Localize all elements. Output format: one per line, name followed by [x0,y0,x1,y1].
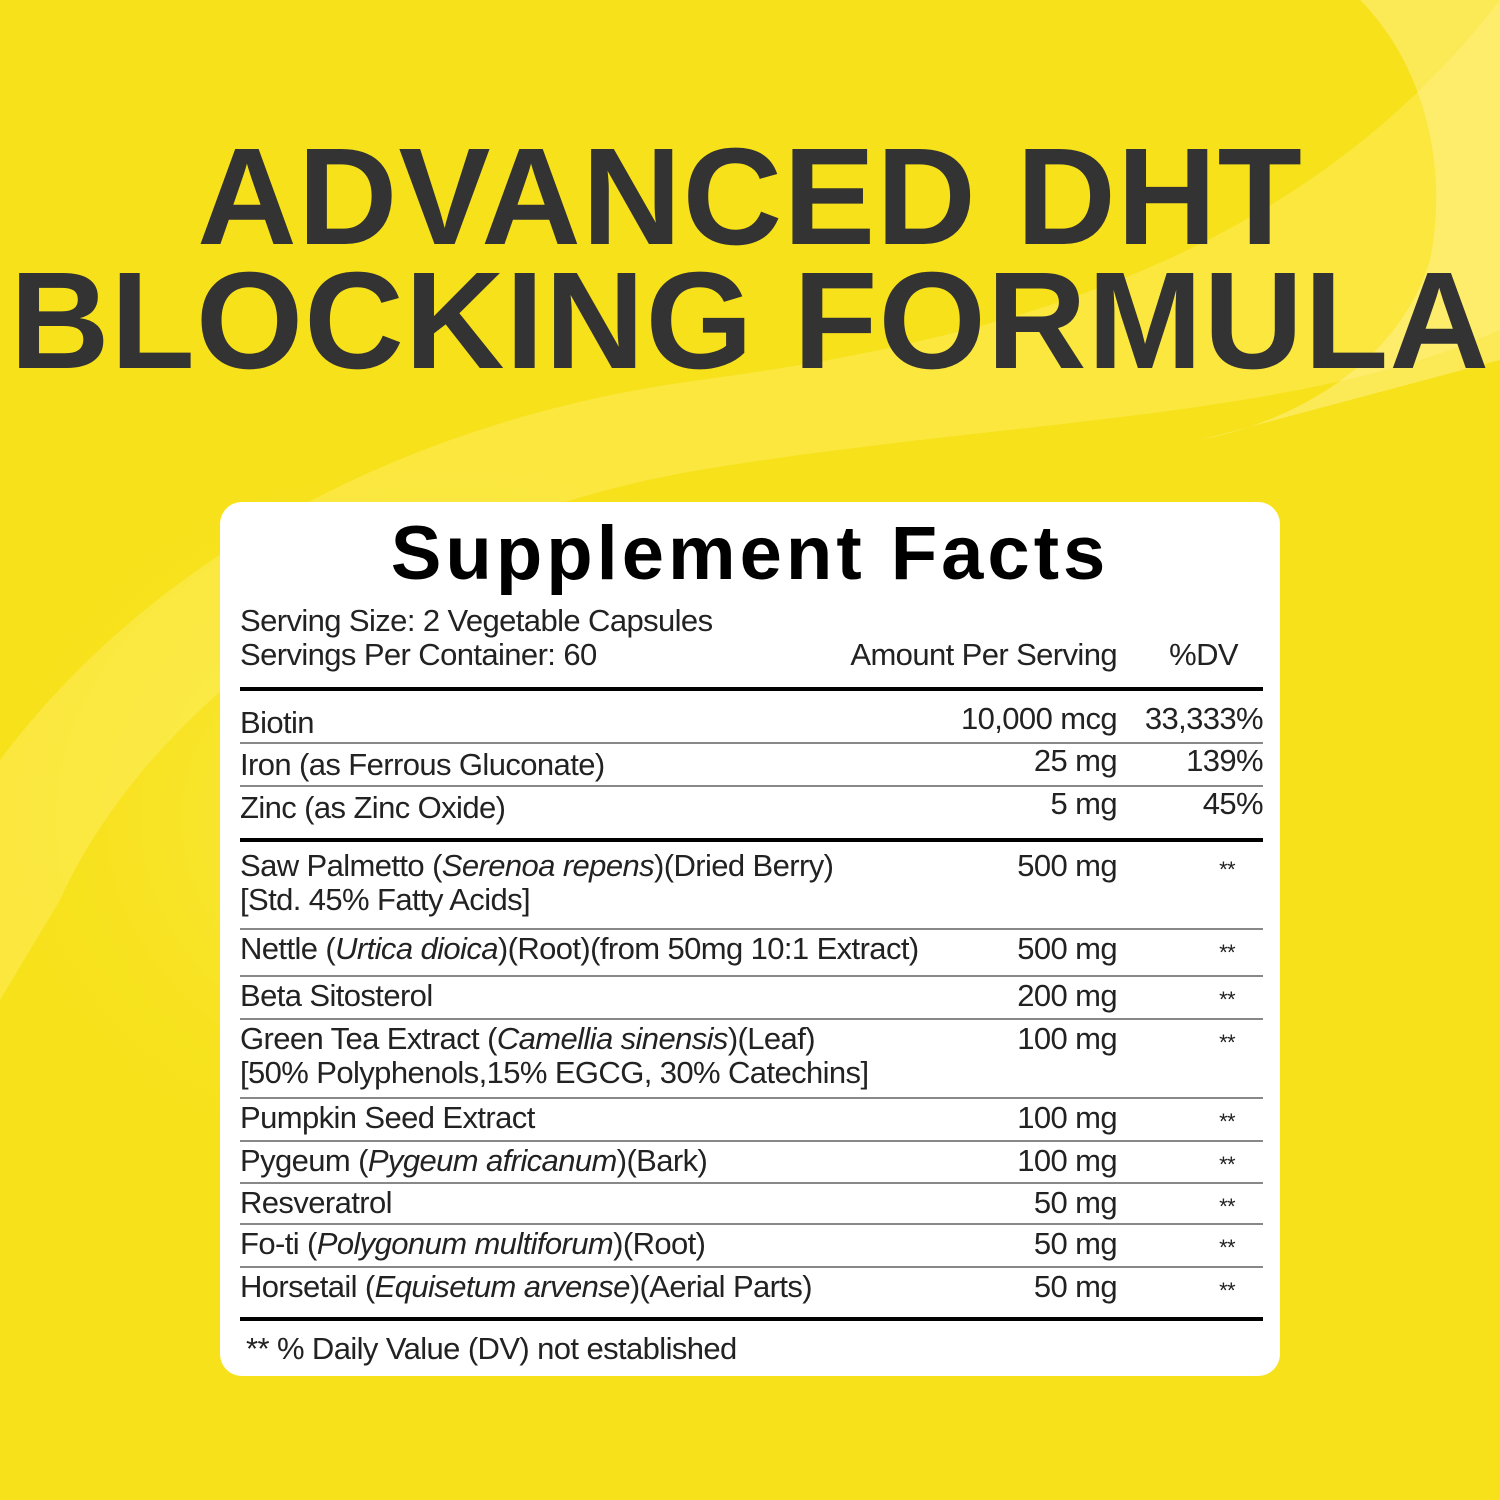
ingredient-common-name: Nettle ( [240,931,336,966]
headline-line-2: BLOCKING FORMULA [9,244,1491,398]
ingredient-part: )(Bark) [616,1143,708,1178]
ingredient-amount: 100 mg [1017,1100,1117,1135]
ingredient-dv: ** [1219,1194,1236,1219]
ingredient-common-name: Biotin [240,705,315,740]
row-divider [240,742,1263,744]
headline-line-1: ADVANCED DHT [197,120,1303,274]
ingredient-amount: 500 mg [1017,848,1117,883]
ingredient-name: Nettle (Urtica dioica)(Root)(from 50mg 1… [240,932,919,966]
ingredient-name: Saw Palmetto (Serenoa repens)(Dried Berr… [240,848,834,883]
ingredient-name: Resveratrol [240,1185,393,1220]
row-divider [240,928,1263,930]
ingredient-dv: 33,333% [1144,701,1264,736]
ingredient-dv: ** [1219,1030,1236,1055]
ingredient-name: Fo-ti (Polygonum multiforum)(Root) [240,1226,706,1261]
ingredient-name: Pygeum (Pygeum africanum)(Bark) [240,1143,708,1178]
ingredient-name: Green Tea Extract (Camellia sinensis)(Le… [240,1021,816,1056]
ingredient-amount: 5 mg [1050,786,1117,821]
dv-header: %DV [1169,637,1238,672]
ingredient-latin-name: Pygeum africanum [367,1143,617,1178]
ingredient-common-name: Pumpkin Seed Extract [240,1100,535,1135]
ingredient-part: )(Aerial Parts) [629,1269,813,1304]
ingredient-amount: 25 mg [1033,743,1118,778]
ingredient-amount: 100 mg [1017,1143,1117,1178]
ingredient-common-name: Fo-ti ( [240,1226,317,1261]
ingredient-latin-name: Camellia sinensis [496,1021,729,1056]
ingredient-dv: 45% [1202,786,1264,821]
divider-thick [240,687,1263,691]
ingredient-part: )(Dried Berry) [654,848,834,883]
ingredient-dv: ** [1219,1109,1236,1134]
ingredient-latin-name: Urtica dioica [335,931,498,966]
ingredient-name: Zinc (as Zinc Oxide) [240,790,506,825]
row-divider [240,1140,1263,1142]
divider-thick [240,1317,1263,1321]
ingredient-standardization: [50% Polyphenols,15% EGCG, 30% Catechins… [240,1055,869,1090]
ingredient-dv: ** [1219,857,1236,882]
ingredient-amount: 50 mg [1033,1226,1118,1261]
ingredient-amount: 10,000 mcg [961,701,1118,736]
ingredient-common-name: Zinc (as Zinc Oxide) [240,790,506,825]
ingredient-dv: 139% [1186,743,1263,778]
servings-per-container: Servings Per Container: 60 [240,637,597,672]
ingredient-name: Horsetail (Equisetum arvense)(Aerial Par… [240,1269,813,1304]
row-divider [240,1097,1263,1099]
ingredient-standardization: [Std. 45% Fatty Acids] [240,882,531,917]
ingredient-common-name: Horsetail ( [240,1269,375,1304]
amount-per-serving-header: Amount Per Serving [850,637,1117,672]
row-divider [240,975,1263,977]
ingredient-latin-name: Equisetum arvense [374,1269,631,1304]
ingredient-latin-name: Serenoa repens [441,848,655,883]
ingredient-name: Beta Sitosterol [240,979,433,1013]
row-divider [240,785,1263,787]
ingredient-part: )(Root)(from 50mg 10:1 Extract) [497,931,919,966]
ingredient-amount: 50 mg [1033,1269,1118,1304]
supplement-facts-title: Supplement Facts [390,511,1110,596]
serving-size: Serving Size: 2 Vegetable Capsules [240,603,713,638]
row-divider [240,1018,1263,1020]
ingredient-common-name: Green Tea Extract ( [240,1021,497,1056]
row-divider [240,1182,1263,1184]
ingredient-name: Pumpkin Seed Extract [240,1101,535,1135]
ingredient-common-name: Saw Palmetto ( [240,848,442,883]
row-divider [240,1223,1263,1225]
ingredient-amount: 200 mg [1017,978,1117,1013]
divider-thick [240,838,1263,842]
ingredient-name: Biotin [240,705,315,740]
footnote: ** % Daily Value (DV) not established [246,1331,737,1366]
ingredient-amount: 100 mg [1017,1021,1117,1056]
ingredient-dv: ** [1219,1235,1236,1260]
ingredient-dv: ** [1219,1152,1236,1177]
ingredient-common-name: Resveratrol [240,1185,393,1220]
ingredient-common-name: Iron (as Ferrous Gluconate) [240,747,605,782]
ingredient-common-name: Beta Sitosterol [240,978,433,1013]
ingredient-name: Iron (as Ferrous Gluconate) [240,748,605,782]
ingredient-latin-name: Polygonum multiforum [316,1226,614,1261]
ingredient-part: )(Root) [613,1226,706,1261]
ingredient-part: )(Leaf) [727,1021,816,1056]
ingredient-amount: 50 mg [1033,1185,1118,1220]
ingredient-common-name: Pygeum ( [240,1143,368,1178]
supplement-facts-panel: Supplement Facts Serving Size: 2 Vegetab… [220,502,1280,1376]
ingredient-dv: ** [1219,940,1236,965]
ingredient-dv: ** [1219,1278,1236,1303]
row-divider [240,1266,1263,1268]
ingredient-dv: ** [1219,987,1236,1012]
ingredient-amount: 500 mg [1017,931,1117,966]
